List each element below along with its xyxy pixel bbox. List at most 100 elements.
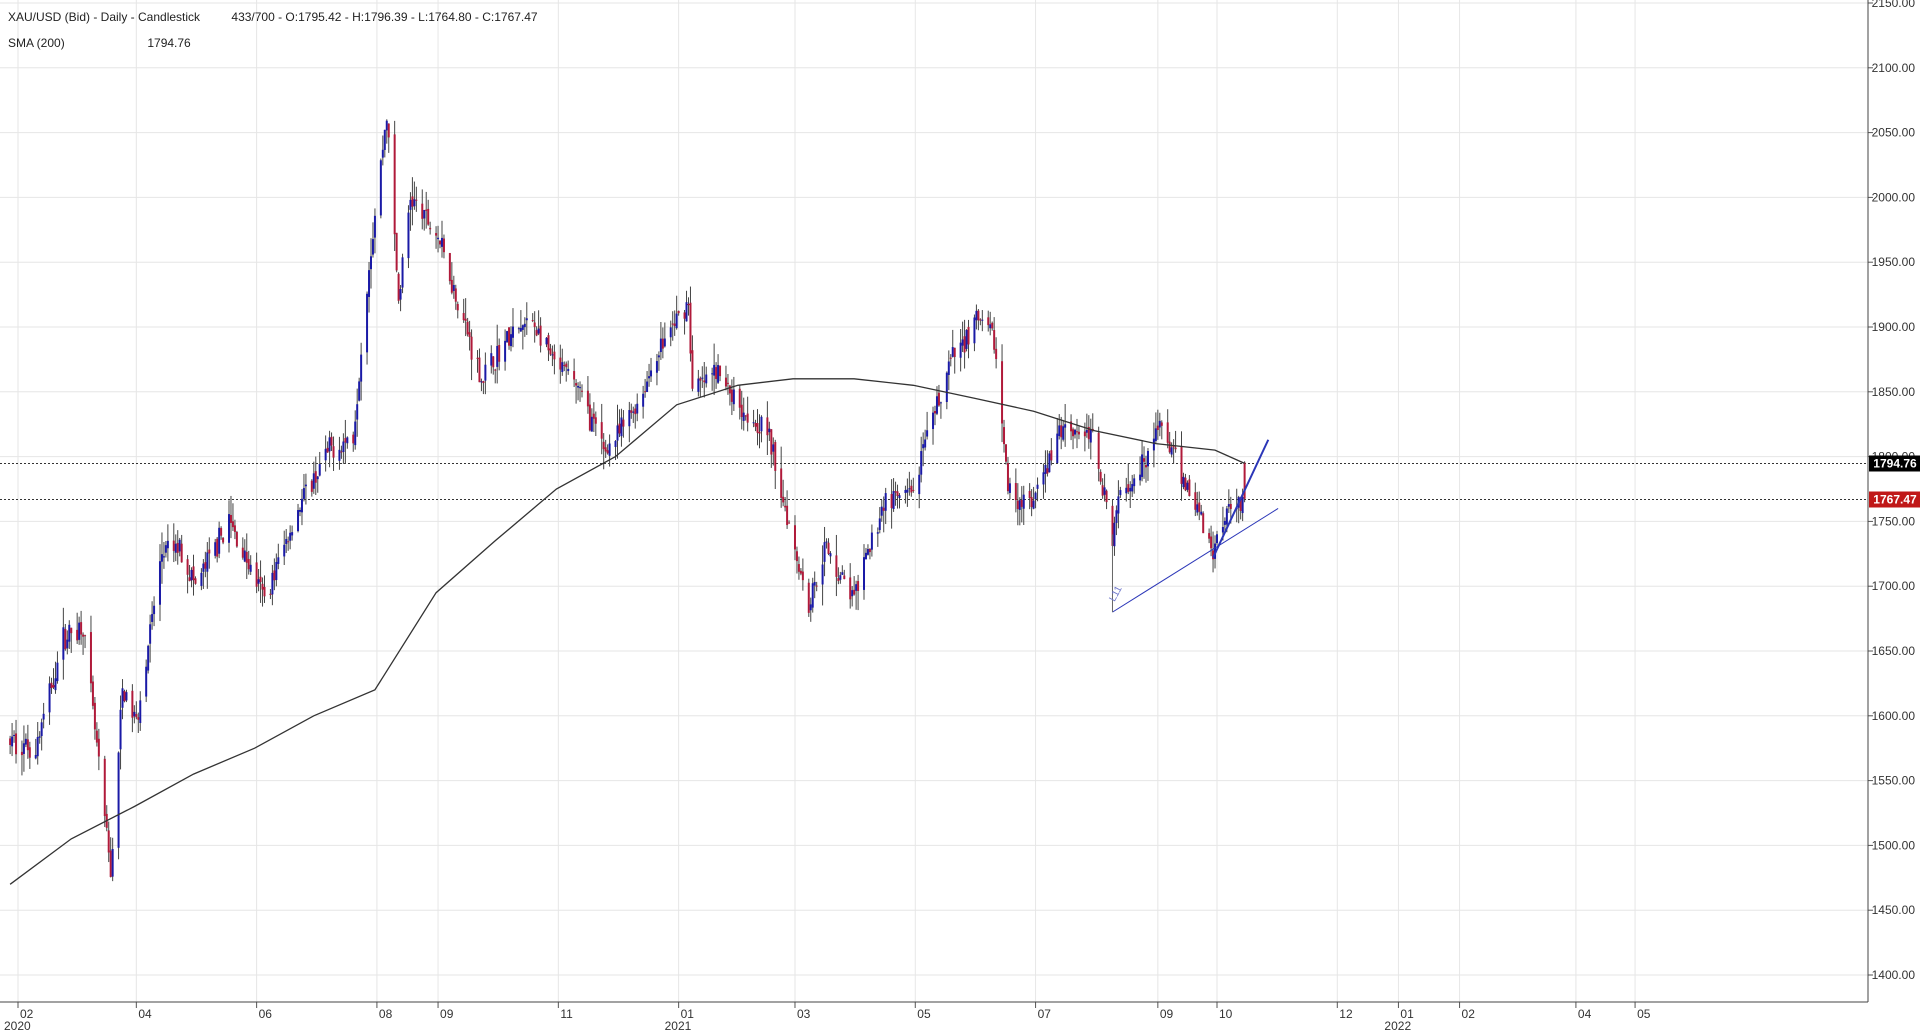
candle-up	[164, 540, 167, 558]
candle-body	[123, 691, 126, 702]
candle-down	[786, 490, 789, 529]
candle-down	[754, 419, 757, 432]
candle-body	[835, 555, 838, 577]
candle-body	[492, 356, 495, 368]
candle-body	[608, 443, 611, 456]
candle-up	[947, 350, 950, 391]
candle-body	[575, 383, 578, 386]
candle-body	[1227, 504, 1230, 507]
candle-body	[255, 562, 258, 587]
candle-body	[84, 635, 87, 637]
candle-up	[257, 569, 260, 592]
candle-up	[918, 466, 921, 509]
candle-down	[1194, 482, 1197, 517]
candle-body	[594, 417, 597, 424]
candle-body	[1182, 476, 1185, 488]
candle-up	[190, 567, 193, 588]
candle-body	[368, 270, 371, 297]
candle-body	[857, 581, 860, 591]
symbol-title: XAU/USD (Bid) - Daily - Candlestick	[8, 10, 201, 24]
candle-body	[1056, 433, 1059, 464]
candle-down	[326, 441, 329, 453]
candle-body	[553, 351, 556, 360]
candle-down	[691, 335, 694, 392]
candle-down	[330, 432, 333, 452]
candle-up	[920, 436, 923, 483]
candle-down	[456, 301, 459, 319]
candle-body	[1022, 494, 1025, 509]
x-tick-label: 12	[1339, 1007, 1353, 1021]
candle-body	[304, 484, 307, 487]
candle-down	[1006, 457, 1009, 495]
y-tick-label: 2000.00	[1872, 190, 1916, 204]
candle-up	[484, 352, 487, 395]
candle-up	[342, 433, 345, 464]
candle-body	[1241, 496, 1244, 514]
candle-up	[302, 473, 305, 502]
candle-down	[699, 376, 702, 397]
candle-body	[89, 632, 92, 684]
candle-body	[577, 385, 580, 388]
candle-body	[178, 539, 181, 552]
candle-body	[490, 353, 493, 366]
candle-body	[588, 404, 591, 431]
candle-down	[216, 536, 219, 563]
candle-up	[906, 478, 909, 507]
candle-down	[1202, 511, 1205, 534]
candle-down	[993, 317, 996, 354]
candle-up	[908, 471, 911, 496]
candle-down	[131, 684, 134, 733]
close-price-tag	[1869, 491, 1920, 508]
candle-up	[1042, 463, 1045, 499]
price-tag-label: 1794.76	[1873, 457, 1917, 471]
trendline-steep[interactable]	[1212, 439, 1270, 559]
candle-up	[924, 429, 927, 451]
candle-body	[981, 319, 984, 321]
candle-body	[478, 357, 481, 383]
candle-up	[147, 644, 150, 674]
candle-down	[553, 344, 556, 375]
candle-up	[880, 499, 883, 522]
candle-body	[657, 355, 660, 358]
chart-legend-primary: XAU/USD (Bid) - Daily - Candlestick 433/…	[8, 10, 538, 24]
candle-down	[395, 232, 398, 273]
candle-up	[78, 616, 81, 645]
trendline-l11[interactable]	[1112, 508, 1279, 613]
candle-body	[636, 403, 639, 414]
candle-up	[989, 311, 992, 336]
candle-body	[864, 552, 867, 560]
candle-body	[166, 540, 169, 549]
x-tick-label: 10	[1219, 1007, 1233, 1021]
candle-down	[766, 401, 769, 456]
candle-body	[604, 447, 607, 452]
candle-body	[399, 288, 402, 300]
candle-up	[511, 308, 514, 348]
candle-down	[439, 240, 442, 249]
candle-body	[774, 442, 777, 471]
candle-body	[933, 410, 936, 414]
sma-price-tag	[1869, 455, 1920, 472]
candle-up	[517, 326, 520, 334]
candle-down	[186, 555, 189, 594]
candle-body	[701, 377, 704, 379]
candle-body	[837, 578, 840, 582]
candle-up	[1074, 428, 1077, 439]
candle-down	[52, 668, 55, 690]
candle-body	[1004, 444, 1007, 462]
candle-up	[506, 330, 509, 343]
candle-body	[462, 313, 465, 321]
chart-legend-sma: SMA (200) 1794.76	[8, 36, 191, 50]
candle-body	[780, 468, 783, 498]
candle-up	[590, 408, 593, 432]
candle-down	[80, 610, 83, 645]
candle-body	[1089, 429, 1092, 443]
candle-down	[28, 741, 31, 769]
candle-down	[498, 338, 501, 371]
candle-body	[62, 627, 65, 660]
candle-down	[476, 350, 479, 373]
candle-body	[1105, 490, 1108, 503]
candle-body	[979, 319, 982, 321]
candle-body	[711, 373, 714, 375]
